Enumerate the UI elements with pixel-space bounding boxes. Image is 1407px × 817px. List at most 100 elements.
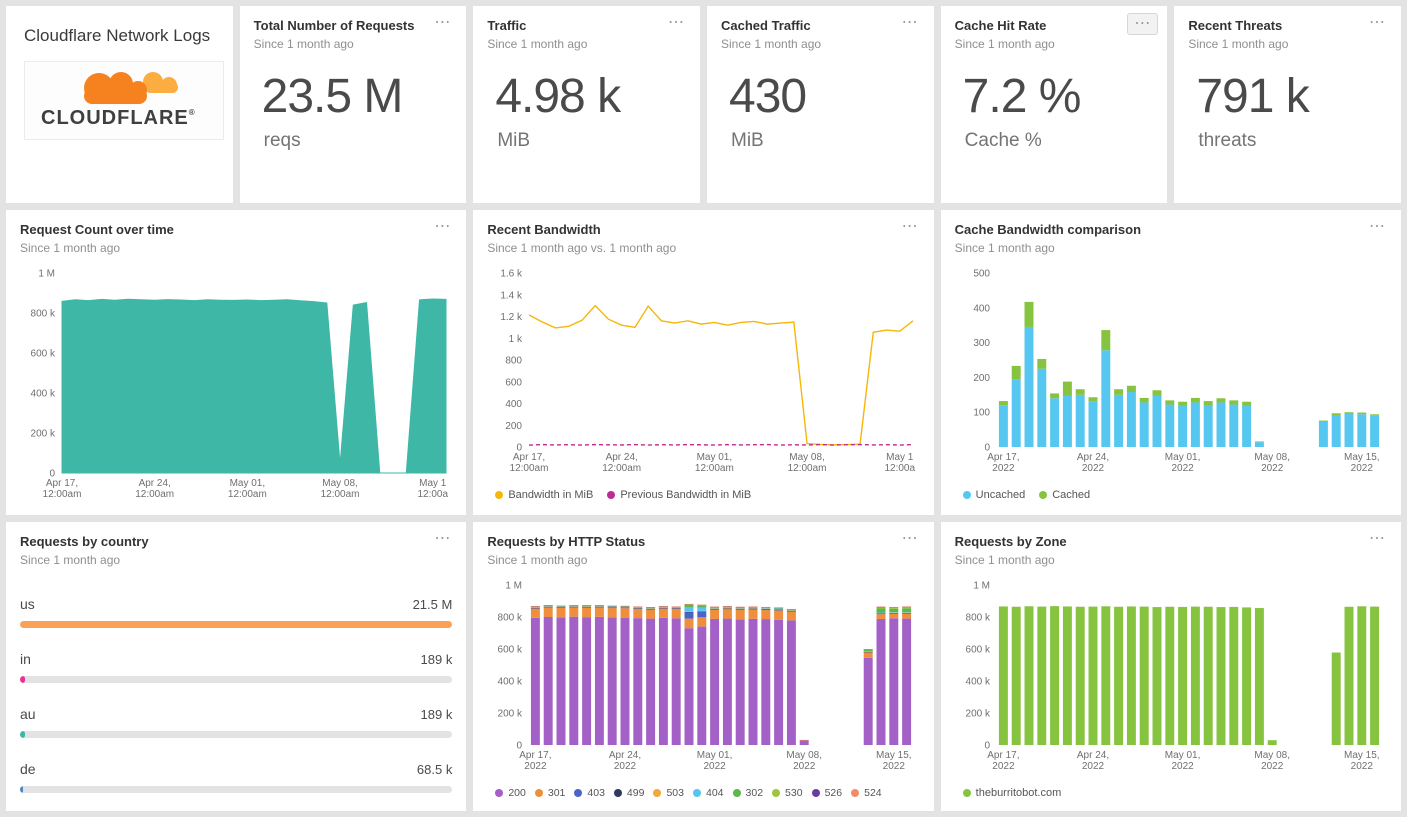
- http-status-chart[interactable]: 0 200 k 400 k 600 k 800 k 1 M Apr 17, 2022 Apr 2…: [487, 577, 919, 775]
- panel-menu-button[interactable]: ⋯: [1127, 13, 1159, 35]
- legend-dot-icon: [607, 491, 616, 499]
- country-bar-track: [20, 731, 453, 738]
- svg-text:May 08,2022: May 08, 2022: [1254, 750, 1290, 772]
- legend-label: 200: [508, 787, 526, 799]
- legend-item[interactable]: 526: [811, 787, 842, 799]
- legend-label: 530: [785, 787, 803, 799]
- panel-recent-threats: Recent Threats Since 1 month ago ⋯ 791 k…: [1174, 6, 1401, 203]
- legend-label: Cached: [1052, 489, 1091, 501]
- panel-menu-button[interactable]: ⋯: [668, 14, 685, 31]
- legend-item[interactable]: 503: [653, 787, 684, 799]
- svg-text:400 k: 400 k: [498, 677, 523, 688]
- legend-dot-icon: [962, 491, 971, 499]
- panel-menu-button[interactable]: ⋯: [901, 530, 919, 547]
- country-row[interactable]: de 68.5 k: [20, 761, 453, 793]
- legend-item[interactable]: 200: [495, 787, 526, 799]
- country-bar-track: [20, 676, 453, 683]
- svg-text:200: 200: [973, 373, 990, 384]
- country-label: de: [20, 761, 36, 777]
- legend-label: Previous Bandwidth in MiB: [620, 489, 752, 501]
- legend-item[interactable]: theburritobot.com: [962, 787, 1061, 799]
- recent-bandwidth-chart[interactable]: 0 200 400 600 800 1 k 1.2 k 1.4 k 1.6 k Apr 17, 12…: [487, 265, 919, 477]
- svg-text:May 15,2022: May 15, 2022: [1344, 750, 1380, 772]
- stat-unit: MiB: [731, 130, 764, 151]
- panel-requests-by-zone: Requests by Zone Since 1 month ago ⋯ 0 20…: [940, 522, 1401, 811]
- svg-text:400 k: 400 k: [965, 677, 990, 688]
- legend-label: 499: [626, 787, 645, 799]
- panel-subtitle: Since 1 month ago: [954, 37, 1055, 51]
- svg-text:600: 600: [506, 377, 523, 388]
- svg-text:1 M: 1 M: [973, 581, 990, 592]
- legend-item[interactable]: Cached: [1039, 489, 1090, 501]
- panel-menu-button[interactable]: ⋯: [1369, 530, 1386, 547]
- country-value: 189 k: [420, 707, 453, 722]
- svg-text:800 k: 800 k: [965, 613, 990, 624]
- stat-unit: reqs: [263, 130, 301, 151]
- legend-dot-icon: [653, 789, 662, 797]
- svg-text:May 08,12:00am: May 08, 12:00am: [321, 478, 360, 500]
- svg-text:400: 400: [506, 399, 523, 410]
- svg-text:300: 300: [973, 338, 990, 349]
- legend-dot-icon: [962, 789, 971, 797]
- dashboard-title: Cloudflare Network Logs: [24, 26, 211, 45]
- svg-text:1.2 k: 1.2 k: [501, 312, 524, 323]
- panel-menu-button[interactable]: ⋯: [434, 14, 452, 31]
- legend-item[interactable]: 301: [534, 787, 565, 799]
- panel-title: Requests by Zone: [954, 534, 1067, 549]
- panel-title: Requests by HTTP Status: [487, 534, 646, 549]
- request-count-chart[interactable]: 0 200 k 400 k 600 k 800 k 1 M Apr 17, 12:00am Ap…: [20, 265, 452, 503]
- panel-menu-button[interactable]: ⋯: [1369, 218, 1386, 235]
- country-bar-fill: [20, 621, 453, 628]
- panel-title: Recent Threats: [1188, 18, 1283, 33]
- stat-value: 4.98 k: [495, 70, 621, 123]
- country-bar-fill: [20, 731, 26, 738]
- legend-label: Uncached: [975, 489, 1026, 501]
- requests-by-zone-chart[interactable]: 0 200 k 400 k 600 k 800 k 1 M Apr 17, 2022 Apr 2…: [955, 577, 1387, 775]
- svg-text:1.6 k: 1.6 k: [501, 269, 524, 280]
- chart-legend: 200 301 403 499 503 404 302 530 526 524: [487, 787, 919, 799]
- panel-cached-traffic: Cached Traffic Since 1 month ago ⋯ 430 M…: [707, 6, 934, 203]
- stat-unit: threats: [1198, 130, 1257, 151]
- svg-text:Apr 17,12:00am: Apr 17, 12:00am: [510, 452, 549, 474]
- svg-text:800 k: 800 k: [31, 309, 56, 320]
- country-row[interactable]: us 21.5 M: [20, 596, 453, 628]
- panel-subtitle: Since 1 month ago: [954, 241, 1055, 255]
- legend-item[interactable]: 524: [851, 787, 882, 799]
- stat-unit: Cache %: [964, 130, 1042, 151]
- panel-cache-bandwidth: Cache Bandwidth comparison Since 1 month…: [940, 210, 1401, 515]
- country-label: au: [20, 706, 36, 722]
- country-row[interactable]: in 189 k: [20, 651, 453, 683]
- legend-dot-icon: [851, 789, 860, 797]
- legend-item[interactable]: 499: [613, 787, 645, 799]
- cache-bandwidth-chart[interactable]: 0 100 200 300 400 500 Apr 17, 2022 Apr 24, 2022 Ma…: [955, 265, 1387, 477]
- svg-text:400: 400: [973, 303, 990, 314]
- legend-label: 403: [587, 787, 605, 799]
- svg-text:May 15,2022: May 15, 2022: [876, 750, 912, 772]
- legend-dot-icon: [495, 789, 504, 797]
- country-row[interactable]: au 189 k: [20, 706, 453, 738]
- panel-request-count: Request Count over time Since 1 month ag…: [6, 210, 467, 515]
- cloud-back-icon: [143, 72, 178, 94]
- legend-item[interactable]: Uncached: [962, 489, 1026, 501]
- legend-item[interactable]: 530: [772, 787, 803, 799]
- panel-menu-button[interactable]: ⋯: [901, 218, 919, 235]
- panel-menu-button[interactable]: ⋯: [434, 530, 452, 547]
- panel-menu-button[interactable]: ⋯: [1369, 14, 1386, 31]
- country-value: 68.5 k: [416, 762, 453, 777]
- panel-menu-button[interactable]: ⋯: [901, 14, 919, 31]
- svg-text:May 08,2022: May 08, 2022: [787, 750, 823, 772]
- legend-dot-icon: [811, 789, 820, 797]
- svg-text:CLOUDFLARE®: CLOUDFLARE®: [41, 107, 196, 129]
- svg-text:600 k: 600 k: [965, 645, 990, 656]
- svg-text:Apr 17,2022: Apr 17, 2022: [987, 750, 1019, 772]
- svg-text:400 k: 400 k: [31, 389, 56, 400]
- legend-item[interactable]: Previous Bandwidth in MiB: [607, 489, 751, 501]
- legend-item[interactable]: Bandwidth in MiB: [495, 489, 593, 501]
- panel-subtitle: Since 1 month ago: [954, 553, 1055, 567]
- legend-item[interactable]: 302: [732, 787, 763, 799]
- panel-menu-button[interactable]: ⋯: [434, 218, 452, 235]
- panel-title: Request Count over time: [20, 222, 174, 237]
- svg-text:May 01,2022: May 01, 2022: [1164, 452, 1200, 474]
- legend-item[interactable]: 404: [692, 787, 724, 799]
- legend-item[interactable]: 403: [574, 787, 605, 799]
